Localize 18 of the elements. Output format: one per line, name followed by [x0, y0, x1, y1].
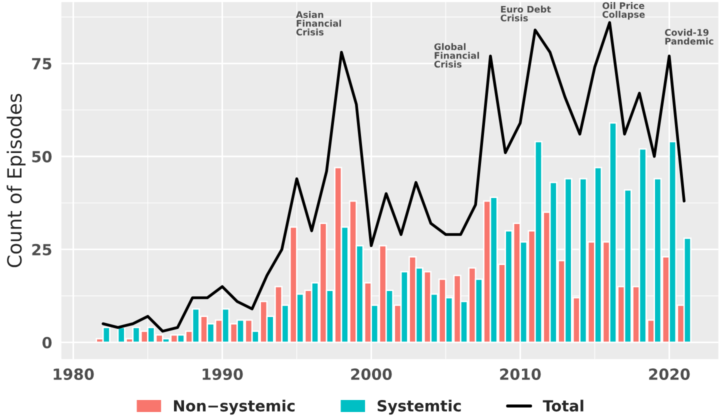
legend-label: Systemtic	[378, 400, 461, 415]
y-tick-label: 25	[32, 244, 52, 256]
y-tick-label: 50	[32, 150, 52, 162]
x-tick-label: 2000	[351, 368, 392, 380]
legend-label: Total	[542, 400, 584, 412]
y-tick-label: 0	[42, 336, 52, 348]
annotation: Euro Debt Crisis	[500, 6, 551, 22]
annotation: Asian Financial Crisis	[296, 11, 342, 36]
annotation: Oil Price Collapse	[602, 2, 645, 20]
y-axis-title: Count of Episodes	[6, 94, 26, 268]
y-tick-label: 75	[32, 58, 52, 70]
x-tick-label: 1990	[202, 368, 243, 380]
annotation: Covid-19 Pandemic	[664, 28, 714, 45]
legend-label: Non−systemic	[174, 400, 295, 415]
x-tick-label: 2010	[500, 368, 541, 380]
annotation: Global Financial Crisis	[434, 43, 479, 68]
x-tick-label: 2020	[649, 368, 690, 380]
x-tick-label: 1980	[54, 368, 94, 380]
